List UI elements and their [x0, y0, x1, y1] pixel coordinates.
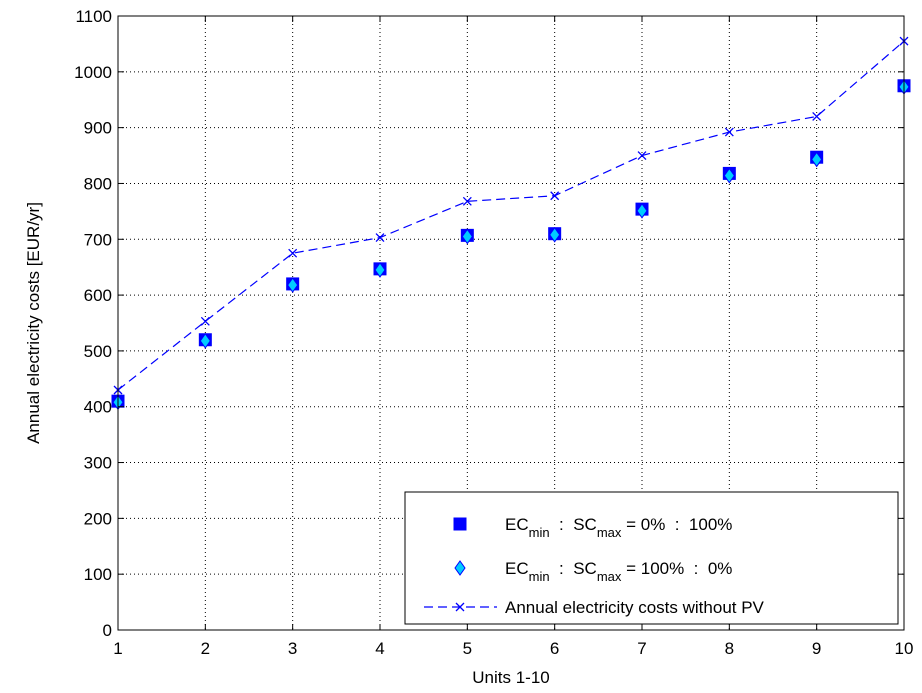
x-tick-label: 5 [463, 639, 472, 658]
plot-frame [117, 15, 905, 631]
legend-subscript: max [597, 569, 622, 584]
legend-entry-label: ECmin​ : SCmax​ = 0% : 100% [505, 515, 732, 540]
y-tick-label: 200 [84, 509, 112, 528]
legend-text-span: = 100% : 0% [621, 559, 732, 578]
data-point [199, 333, 211, 349]
series-3 [113, 36, 909, 395]
y-axis-label: Annual electricity costs [EUR/yr] [24, 202, 43, 444]
x-tick-label: 3 [288, 639, 297, 658]
data-point [550, 191, 560, 201]
data-point [200, 316, 210, 326]
series-1 [111, 79, 911, 408]
axis-ticks: 0 100 200 300 400 500 600 700 800 900 1000 1100 1 2 3 4… [74, 7, 913, 658]
data-point [636, 202, 648, 219]
legend-text-span: : SC [550, 559, 597, 578]
series-layer [111, 36, 911, 411]
data-point [461, 228, 473, 245]
legend-symbol [453, 517, 467, 531]
legend-marker [455, 602, 465, 612]
x-tick-label: 6 [550, 639, 559, 658]
data-point [811, 151, 823, 168]
data-point [723, 167, 735, 184]
x-tick-label: 8 [725, 639, 734, 658]
legend-box [404, 491, 899, 625]
y-tick-label: 300 [84, 454, 112, 473]
legend-text-span: : SC [550, 515, 597, 534]
x-tick-label: 1 [113, 639, 122, 658]
data-point [375, 233, 385, 243]
data-point [374, 262, 386, 278]
y-tick-label: 700 [84, 230, 112, 249]
legend-entry-label: ECmin​ : SCmax​ = 100% : 0% [505, 559, 732, 584]
data-point [812, 112, 822, 121]
series-2 [112, 79, 910, 411]
legend-entry-label: Annual electricity costs without PV [505, 598, 765, 617]
x-axis-label: Units 1-10 [472, 668, 549, 687]
x-tick-label: 10 [895, 639, 914, 658]
y-tick-label: 500 [84, 342, 112, 361]
data-point [549, 226, 561, 243]
legend-text-span: EC [505, 515, 529, 534]
data-point [462, 196, 472, 206]
y-tick-label: 800 [84, 174, 112, 193]
series-line [117, 40, 905, 391]
y-tick-label: 100 [84, 565, 112, 584]
y-tick-label: 900 [84, 119, 112, 138]
data-point [637, 151, 647, 161]
x-tick-label: 2 [201, 639, 210, 658]
data-point [288, 248, 298, 258]
y-tick-label: 1000 [74, 63, 112, 82]
x-tick-label: 9 [812, 639, 821, 658]
legend: ECmin​ : SCmax​ = 0% : 100% ECmin​ : SCma… [404, 491, 899, 625]
data-point [724, 127, 734, 137]
legend-subscript: min [529, 569, 550, 584]
legend-subscript: max [597, 525, 622, 540]
data-point [287, 277, 299, 293]
x-tick-label: 7 [637, 639, 646, 658]
legend-symbol [424, 602, 497, 612]
y-tick-label: 0 [103, 621, 112, 640]
legend-marker [454, 560, 466, 576]
legend-marker [453, 517, 467, 531]
x-tick-label: 4 [375, 639, 384, 658]
y-tick-label: 400 [84, 398, 112, 417]
legend-symbol [454, 560, 466, 576]
y-tick-label: 1100 [75, 7, 112, 26]
legend-text-span: Annual electricity costs without PV [505, 598, 765, 617]
legend-subscript: min [529, 525, 550, 540]
y-tick-label: 600 [84, 286, 112, 305]
legend-text-span: = 0% : 100% [621, 515, 732, 534]
legend-text-span: EC [505, 559, 529, 578]
